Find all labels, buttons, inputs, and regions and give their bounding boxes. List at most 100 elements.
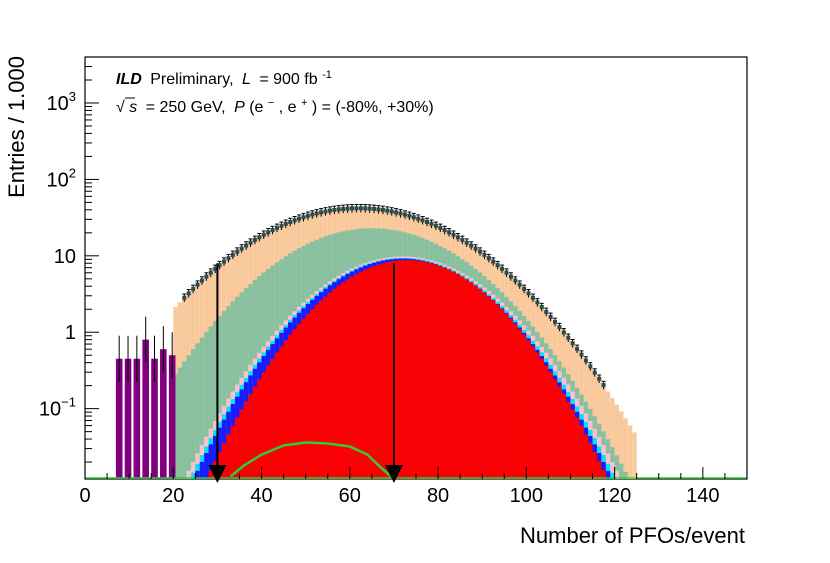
series-signal	[208, 260, 606, 479]
data-point	[429, 221, 434, 226]
data-point	[208, 270, 213, 275]
data-point	[279, 223, 284, 228]
data-point	[530, 295, 535, 300]
bar-background-5	[195, 470, 200, 479]
bar-low-multiplicity	[124, 358, 132, 479]
bar-signal	[296, 323, 302, 479]
data-point	[495, 263, 500, 268]
data-point	[535, 300, 540, 305]
bar-signal	[508, 318, 514, 479]
bar-signal	[336, 285, 341, 479]
bar-signal	[393, 260, 399, 479]
data-point	[442, 228, 447, 233]
bar-signal	[477, 288, 483, 479]
bar-signal	[314, 304, 319, 479]
bar-low-multiplicity	[142, 339, 149, 479]
data-point	[261, 232, 266, 237]
data-point	[385, 208, 390, 213]
bar-signal	[389, 261, 394, 479]
data-point	[367, 206, 372, 211]
bar-background-2	[190, 349, 196, 479]
data-point	[504, 270, 509, 275]
bar-signal	[482, 292, 487, 479]
bar-signal	[433, 264, 439, 479]
data-point	[438, 225, 443, 230]
data-point	[433, 223, 438, 228]
bar-signal	[464, 279, 469, 479]
data-point	[314, 211, 319, 216]
data-point	[526, 291, 531, 296]
y-tick-label: 102	[47, 165, 76, 191]
energy-value: = 250 GeV,	[146, 99, 226, 116]
bar-background-2	[217, 315, 222, 479]
bar-signal	[451, 271, 456, 479]
data-point	[451, 232, 456, 237]
electron-charge: −	[268, 97, 274, 109]
y-tick-label: 10−1	[39, 395, 76, 421]
bar-signal	[402, 260, 408, 479]
x-axis-title: Number of PFOs/event	[520, 523, 745, 548]
data-point	[597, 376, 602, 381]
data-point	[354, 206, 359, 211]
data-point	[270, 228, 275, 233]
bar-background-5	[605, 470, 611, 479]
data-point	[332, 207, 337, 212]
data-point	[199, 278, 204, 283]
data-point	[394, 210, 399, 215]
data-point	[508, 274, 513, 279]
data-point	[455, 235, 460, 240]
data-point	[213, 266, 218, 271]
bar-low-multiplicity	[133, 358, 141, 479]
data-point	[477, 249, 482, 254]
bar-background-5	[208, 444, 213, 479]
bar-total	[605, 391, 611, 479]
bar-background-2	[619, 463, 624, 479]
bar-signal	[257, 379, 262, 479]
bar-background-2	[208, 326, 213, 479]
x-tick-label: 100	[510, 485, 543, 507]
bar-low-multiplicity	[115, 358, 123, 479]
bar-signal	[221, 442, 227, 479]
bar-signal	[385, 262, 390, 479]
bar-background-2	[182, 361, 187, 479]
data-point	[566, 335, 571, 340]
bar-signal	[358, 271, 364, 479]
bar-background-5	[199, 461, 205, 479]
bar-background-3	[614, 470, 620, 479]
data-point	[570, 341, 575, 346]
data-point	[482, 252, 487, 257]
luminosity-symbol: L	[242, 71, 251, 88]
data-point	[310, 212, 315, 217]
data-point	[239, 246, 244, 251]
positron-symbol: , e	[279, 99, 297, 116]
data-point	[327, 208, 332, 213]
data-point	[274, 225, 279, 230]
data-point	[182, 295, 187, 300]
bar-signal	[543, 365, 549, 479]
data-point	[486, 256, 491, 261]
bar-signal	[574, 417, 580, 479]
bar-signal	[513, 323, 518, 479]
data-point	[513, 278, 518, 283]
bar-signal	[318, 300, 324, 479]
bar-signal	[438, 266, 443, 479]
bar-background-2	[221, 310, 227, 479]
x-tick-label: 80	[427, 485, 449, 507]
bar-signal	[411, 260, 416, 479]
bar-signal	[310, 309, 315, 479]
bar-total	[632, 432, 637, 479]
data-point	[266, 230, 271, 235]
bar-background-4	[610, 472, 615, 479]
bar-background-2	[226, 306, 231, 479]
y-axis-title: Entries / 1.000	[4, 56, 29, 198]
data-point	[548, 314, 553, 319]
bar-signal	[261, 372, 266, 479]
luminosity-value: = 900 fb	[259, 71, 317, 88]
data-point	[350, 206, 355, 211]
bar-signal	[354, 274, 359, 479]
bar-signal	[486, 296, 492, 479]
bar-signal	[323, 296, 328, 479]
bar-signal	[429, 263, 434, 479]
bar-signal	[301, 318, 306, 479]
